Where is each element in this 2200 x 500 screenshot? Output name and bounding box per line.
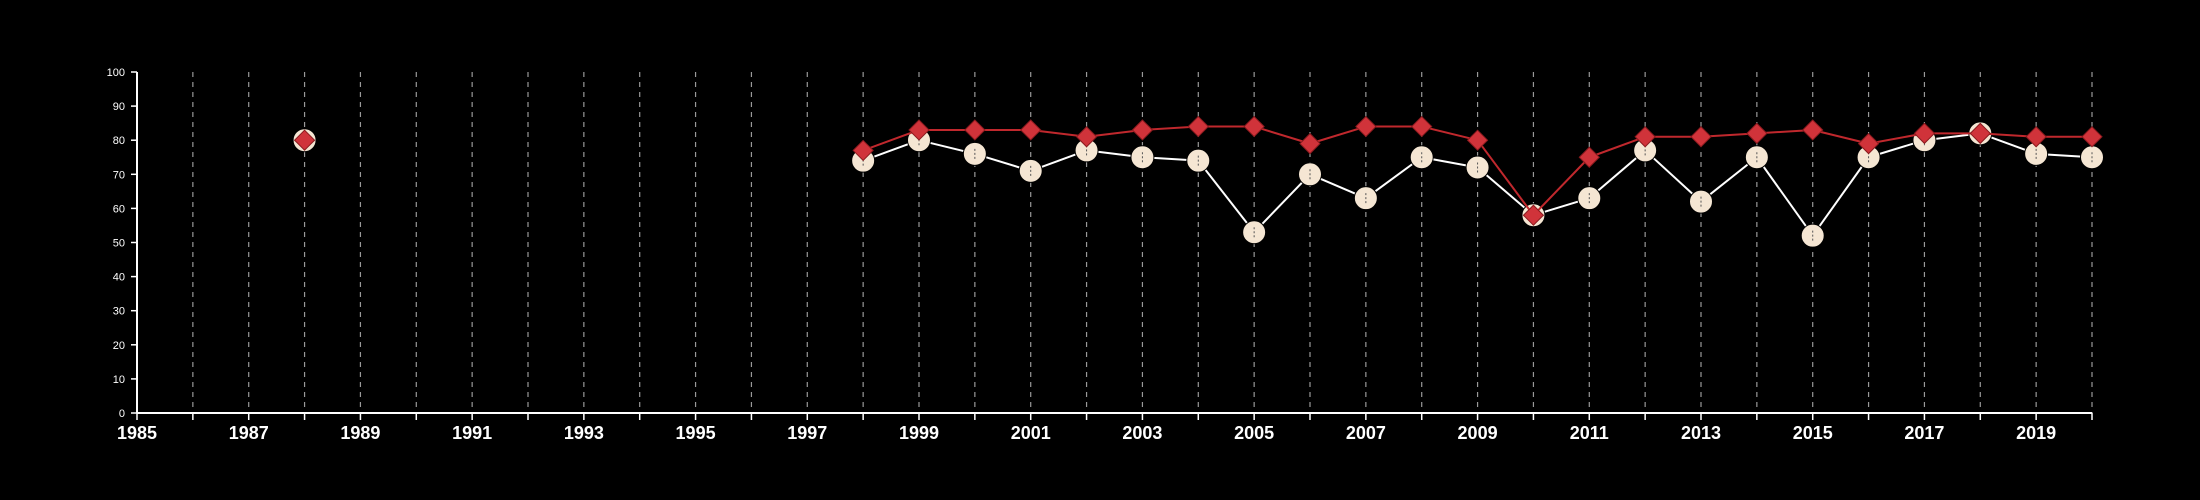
data-point-diamond xyxy=(2025,126,2047,148)
data-point-diamond xyxy=(908,119,930,141)
series-line-segment xyxy=(1197,160,1255,233)
series-line-segment xyxy=(1421,125,1478,142)
data-point-diamond xyxy=(2081,126,2103,148)
y-tick-label: 0 xyxy=(119,408,125,420)
y-tick-label: 20 xyxy=(113,340,125,352)
x-tick-label: 1995 xyxy=(676,423,716,443)
data-point-diamond xyxy=(1690,126,1712,148)
data-point-diamond xyxy=(1802,119,1824,141)
axis-layer: 0 10 20 30 40 50 60 70 80 90 100 1985 1987 1989 1991 19… xyxy=(107,67,2093,443)
data-point-diamond xyxy=(1634,126,1656,148)
data-point-diamond xyxy=(293,129,316,151)
y-tick-label: 30 xyxy=(113,306,125,318)
series-line-segment xyxy=(862,129,920,152)
x-tick-label: 2009 xyxy=(1458,423,1498,443)
series-layer xyxy=(292,115,2104,248)
data-point-diamond xyxy=(1355,115,1377,138)
x-tick-label: 1985 xyxy=(117,423,157,443)
data-point-diamond xyxy=(1466,129,1489,151)
data-point-diamond xyxy=(1131,119,1154,141)
series-line-segment xyxy=(1588,135,1646,159)
series-line-segment xyxy=(1532,156,1591,216)
y-tick-label: 10 xyxy=(113,374,125,386)
data-point-diamond xyxy=(1857,132,1880,155)
x-tick-label: 2019 xyxy=(2016,423,2056,443)
data-point-diamond xyxy=(1187,115,1209,138)
x-tick-label: 1999 xyxy=(899,423,939,443)
series-line-segment xyxy=(1868,132,1925,145)
series-line-segment xyxy=(1644,149,1702,203)
y-tick-label: 60 xyxy=(113,203,125,215)
x-tick-label: 2007 xyxy=(1346,423,1386,443)
data-point-diamond xyxy=(1522,204,1545,226)
data-point-diamond xyxy=(1299,132,1321,155)
y-tick-label: 70 xyxy=(113,169,125,181)
x-tick-label: 2003 xyxy=(1122,423,1162,443)
data-point-diamond xyxy=(1746,122,1768,145)
series-line-segment xyxy=(1756,156,1814,237)
y-tick-label: 80 xyxy=(113,135,125,147)
series-line-segment xyxy=(1253,173,1311,233)
series-line-segment xyxy=(1476,166,1535,216)
series-2-diamond xyxy=(293,115,2103,226)
y-tick-label: 40 xyxy=(113,272,125,284)
data-point-diamond xyxy=(1243,115,1265,138)
data-point-diamond xyxy=(964,119,986,141)
y-tick-label: 50 xyxy=(113,238,125,250)
grid-layer xyxy=(192,72,2093,413)
y-tick-label: 90 xyxy=(113,101,125,113)
y-tick-label: 100 xyxy=(107,67,125,79)
x-tick-label: 1997 xyxy=(787,423,827,443)
data-point-diamond xyxy=(1411,115,1433,138)
series-line-segment xyxy=(1309,125,1367,145)
series-line-segment xyxy=(1588,149,1646,199)
x-tick-label: 2011 xyxy=(1570,423,1609,443)
data-point-diamond xyxy=(1020,119,1042,141)
data-point-diamond xyxy=(852,139,874,162)
x-tick-label: 2005 xyxy=(1234,423,1274,443)
series-line-segment xyxy=(1812,128,1869,145)
series-line-segment xyxy=(1476,139,1535,216)
x-tick-label: 2001 xyxy=(1011,423,1051,443)
x-tick-label: 2013 xyxy=(1681,423,1721,443)
data-point-diamond xyxy=(1913,122,1936,145)
series-line-segment xyxy=(1253,125,1311,145)
x-tick-label: 1989 xyxy=(340,423,380,443)
x-tick-label: 1991 xyxy=(452,423,492,443)
x-tick-label: 1993 xyxy=(564,423,604,443)
series-line-segment xyxy=(1811,156,1870,237)
data-point-diamond xyxy=(1578,146,1600,168)
x-tick-label: 1987 xyxy=(229,423,269,443)
data-point-diamond xyxy=(1075,126,1098,148)
data-point-diamond xyxy=(1969,122,1991,145)
x-tick-label: 2017 xyxy=(1904,423,1944,443)
x-tick-label: 2015 xyxy=(1793,423,1833,443)
